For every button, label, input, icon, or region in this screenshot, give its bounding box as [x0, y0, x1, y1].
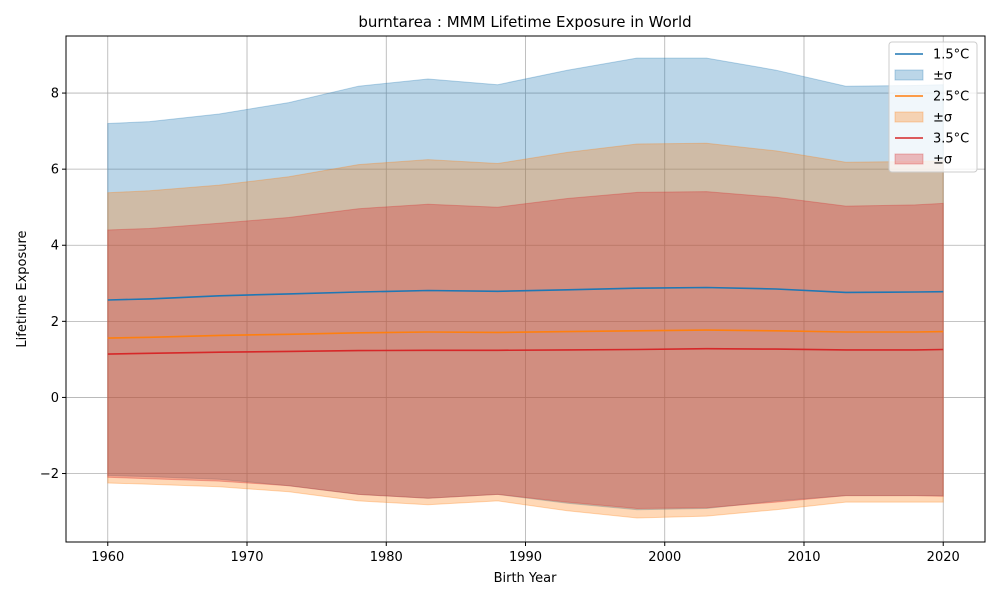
legend-band-swatch — [894, 69, 924, 81]
grid — [66, 36, 985, 542]
series-line-2 — [107, 329, 944, 339]
legend-band-label: ±σ — [933, 69, 952, 84]
x-axis-label: Birth Year — [494, 571, 558, 586]
y-axis-label: Lifetime Exposure — [15, 230, 30, 347]
y-tick-label: −2 — [40, 467, 59, 482]
y-axis-ticks: −2 0 2 4 6 8 — [40, 87, 66, 482]
sigma-band-2 — [107, 142, 944, 519]
legend-band-label: ±σ — [933, 153, 952, 168]
x-axis-ticks: 1960 1970 1980 1990 2000 2010 2020 — [91, 542, 960, 565]
x-tick-label: 2010 — [787, 550, 820, 565]
x-tick-label: 1980 — [370, 550, 403, 565]
x-tick-label: 1960 — [91, 550, 124, 565]
series-line-1 — [107, 286, 944, 301]
legend-label: 3.5°C — [933, 132, 969, 147]
chart-title: burntarea : MMM Lifetime Exposure in Wor… — [358, 13, 691, 31]
legend-label: 2.5°C — [933, 90, 969, 105]
series-line-3 — [107, 347, 944, 355]
y-tick-label: 6 — [51, 163, 59, 178]
x-tick-label: 1990 — [509, 550, 542, 565]
y-tick-label: 8 — [51, 87, 59, 102]
legend: 1.5°C ±σ 2.5°C ±σ 3.5°C ±σ — [888, 41, 978, 173]
legend-band-label: ±σ — [933, 111, 952, 126]
legend-label: 1.5°C — [933, 48, 969, 63]
legend-box — [888, 41, 978, 173]
sigma-band-1 — [107, 57, 944, 511]
legend-band-swatch — [894, 153, 924, 165]
mean-lines — [107, 286, 944, 355]
x-tick-label: 2000 — [648, 550, 681, 565]
sigma-bands — [107, 57, 944, 519]
y-tick-label: 4 — [51, 239, 59, 254]
y-tick-label: 0 — [51, 391, 59, 406]
x-tick-label: 2020 — [927, 550, 960, 565]
y-tick-label: 2 — [51, 315, 59, 330]
legend-band-swatch — [894, 111, 924, 123]
x-tick-label: 1970 — [230, 550, 263, 565]
